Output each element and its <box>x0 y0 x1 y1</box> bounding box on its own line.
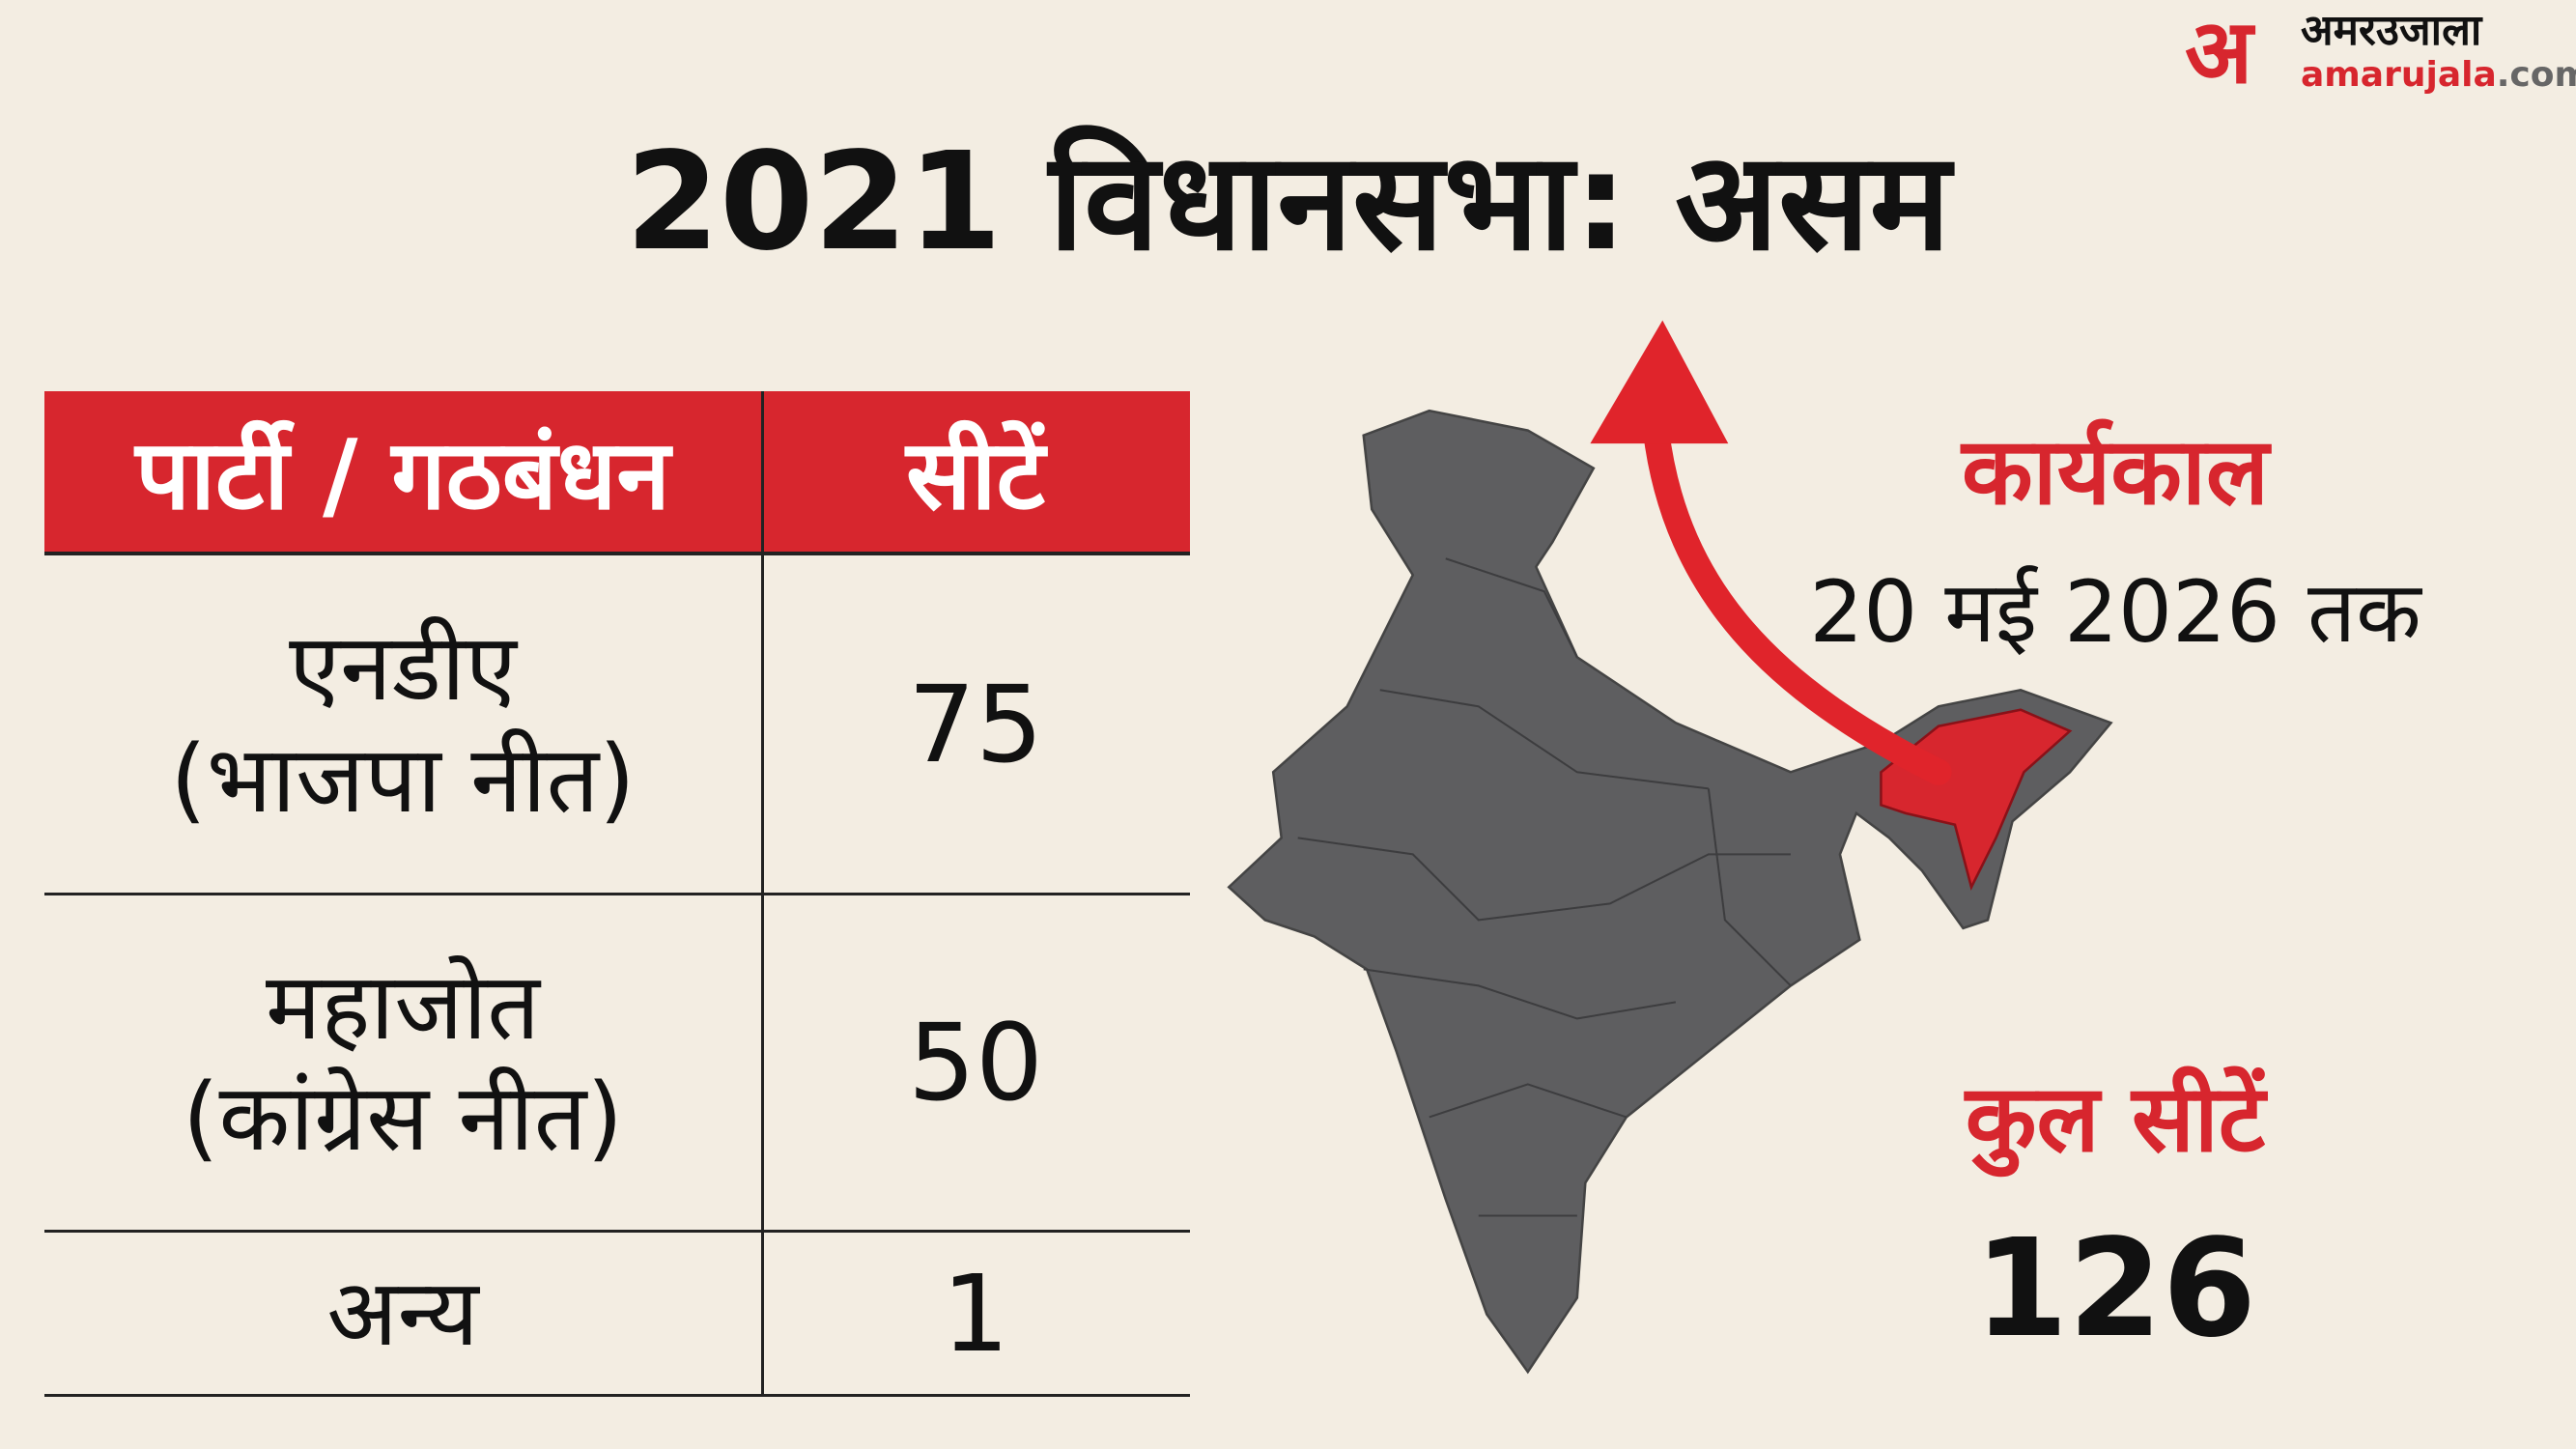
arrow-head-icon <box>1590 320 1729 444</box>
table-row-party: एनडीए (भाजपा नीत) <box>44 555 761 895</box>
party-name: महाजोत <box>265 952 541 1061</box>
total-seats-value: 126 <box>1973 1210 2257 1368</box>
logo-site: amarujala.com <box>2301 58 2576 93</box>
header-seats: सीटें <box>761 391 1190 555</box>
party-sub: (कांग्रेस नीत) <box>183 1064 623 1172</box>
party-name: अन्य <box>44 1233 761 1397</box>
state-borders <box>1297 557 1792 1217</box>
party-name: एनडीए <box>289 613 517 723</box>
party-sub: (भाजपा नीत) <box>170 724 636 834</box>
seats-value: 75 <box>761 555 1190 895</box>
results-table: पार्टी / गठबंधन सीटें एनडीए (भाजपा नीत) … <box>44 391 1190 1397</box>
seats-value: 1 <box>761 1233 1190 1397</box>
amarujala-logo: अ अमरउजाला amarujala.com <box>2185 0 2576 103</box>
india-outline <box>1227 409 2113 1375</box>
tenure-value: 20 मई 2026 तक <box>1809 562 2421 662</box>
logo-site-name: amarujala <box>2301 55 2497 95</box>
page-title: 2021 विधानसभा: असम <box>625 124 1951 281</box>
header-party: पार्टी / गठबंधन <box>44 391 761 555</box>
arrow-icon <box>1642 416 1952 785</box>
seats-value: 50 <box>761 895 1190 1233</box>
logo-mark: अ <box>2185 0 2253 103</box>
total-seats-label: कुल सीटें <box>1965 1065 2266 1173</box>
table-row-party: महाजोत (कांग्रेस नीत) <box>44 895 761 1233</box>
column-divider <box>761 391 764 1397</box>
tenure-label: कार्यकाल <box>1962 417 2269 526</box>
logo-tld: .com <box>2496 55 2576 95</box>
logo-hindi: अमरउजाला <box>2301 6 2482 55</box>
